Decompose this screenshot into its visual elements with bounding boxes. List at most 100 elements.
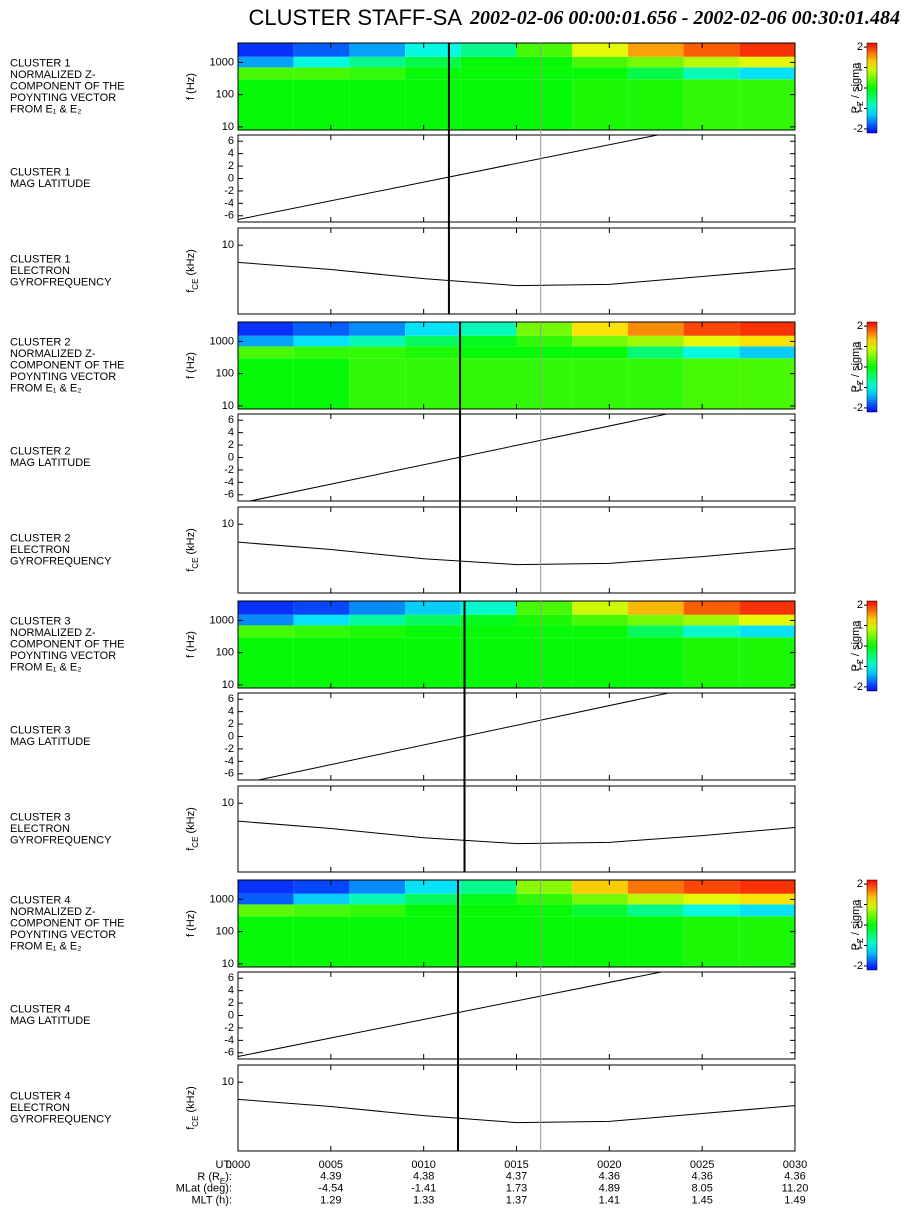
heatmap-cell [293, 346, 350, 359]
panel-label: POYNTING VECTOR [10, 929, 116, 941]
heatmap-cell [293, 637, 350, 688]
panel-label: NORMALIZED Z- [10, 69, 96, 81]
heatmap-cell [293, 904, 350, 917]
colorbar-title: PZ / sigma [850, 341, 865, 393]
y-axis-title: fCE (kHz) [185, 807, 200, 851]
heatmap-cell [683, 43, 740, 57]
heatmap-cell [516, 335, 573, 347]
text-part: / sigma [850, 899, 862, 938]
ephemeris-value: 1.37 [506, 1194, 527, 1206]
y-axis-title: f (Hz) [185, 631, 197, 658]
heatmap-cell [516, 67, 573, 80]
y-tick-label: 6 [228, 414, 234, 426]
colorbar-tick-label: 0 [857, 82, 863, 94]
heatmap-cell [349, 880, 406, 894]
heatmap-cell [683, 335, 740, 347]
text-part: / sigma [850, 341, 862, 380]
ephemeris-value: 1.29 [320, 1194, 341, 1206]
colorbar-tick-label: 1 [857, 340, 863, 352]
panel-label: CLUSTER 3 [10, 615, 71, 627]
colorbar-tick-label: 2 [857, 320, 863, 332]
x-tick-label: 0010 [411, 1159, 435, 1171]
colorbar [866, 879, 878, 971]
heatmap-cell [572, 904, 628, 917]
heatmap-cell [293, 335, 350, 347]
heatmap-cell [460, 358, 517, 409]
subscript: Z [856, 659, 865, 664]
panel-label: GYROFREQUENCY [10, 834, 112, 846]
x-tick-label: 0015 [504, 1159, 528, 1171]
heatmap-cell [405, 79, 461, 130]
heatmap-cell [627, 625, 684, 638]
ephemeris-value: 4.36 [784, 1171, 805, 1183]
heatmap-cell [238, 625, 294, 638]
heatmap-cell [349, 346, 406, 359]
panel-frame [237, 413, 796, 502]
y-tick-label: 2 [228, 160, 234, 172]
heatmap-cell [572, 67, 628, 80]
heatmap-cell [572, 335, 628, 347]
heatmap-cell [405, 893, 461, 905]
heatmap-cell [516, 79, 573, 130]
text-part: f [185, 847, 197, 851]
heatmap-cell [683, 880, 740, 894]
panel-label: CLUSTER 4 [10, 1090, 71, 1102]
heatmap-cell [516, 601, 573, 615]
y-tick-label: 2 [228, 997, 234, 1009]
ephemeris-value: 4.38 [413, 1171, 434, 1183]
heatmap-cell [516, 358, 573, 409]
heatmap-cell [627, 614, 684, 626]
heatmap-cell [627, 79, 684, 130]
subscript: E [220, 1176, 225, 1185]
y-tick-label: 0 [228, 172, 234, 184]
heatmap-cell [238, 346, 294, 359]
heatmap-cell [238, 893, 294, 905]
heatmap-cell [460, 625, 517, 638]
x-tick-label: 0005 [319, 1159, 343, 1171]
heatmap-cell [572, 614, 628, 626]
y-tick-label: -4 [224, 197, 234, 209]
panel-label: MAG LATITUDE [10, 1015, 90, 1027]
subscript: Z [856, 101, 865, 106]
colorbar-tick-label: 0 [857, 919, 863, 931]
heatmap-cell [572, 79, 628, 130]
heatmap-cell [460, 880, 517, 894]
colorbar-tick-label: -1 [853, 381, 863, 393]
panel-label: NORMALIZED Z- [10, 627, 96, 639]
heatmap-cell [293, 625, 350, 638]
y-tick-label: -6 [224, 1047, 234, 1059]
text-part: MLT (h): [191, 1194, 232, 1206]
heatmap-cell [516, 880, 573, 894]
heatmap-cell [516, 43, 573, 57]
ephemeris-value: 1.45 [691, 1194, 712, 1206]
text-part: / sigma [850, 620, 862, 659]
heatmap-cell [739, 904, 795, 917]
heatmap-cell [293, 893, 350, 905]
text-part: (kHz) [185, 528, 197, 557]
heatmap-cell [572, 916, 628, 967]
heatmap-cell [739, 335, 795, 347]
y-axis-title: fCE (kHz) [185, 1086, 200, 1130]
text-part: f [185, 1126, 197, 1130]
panel-label: FROM E₁ & E₂ [10, 940, 82, 952]
heatmap-cell [293, 67, 350, 80]
text-part: ): [225, 1171, 232, 1183]
panel-label: POYNTING VECTOR [10, 92, 116, 104]
y-tick-label: 100 [216, 89, 234, 101]
heatmap-cell [293, 916, 350, 967]
heatmap-cell [293, 358, 350, 409]
heatmap-cell [238, 335, 294, 347]
ephemeris-label: MLT (h): [191, 1194, 232, 1206]
y-tick-label: 0 [228, 1009, 234, 1021]
panel-frame [237, 1064, 796, 1152]
panel-frame [237, 506, 796, 594]
y-tick-label: -6 [224, 768, 234, 780]
heatmap-cell [293, 322, 350, 336]
heatmap-cell [739, 614, 795, 626]
heatmap-cell [293, 614, 350, 626]
y-tick-label: 0 [228, 730, 234, 742]
heatmap-cell [349, 79, 406, 130]
heatmap-cell [405, 625, 461, 638]
colorbar-title: PZ / sigma [850, 899, 865, 951]
